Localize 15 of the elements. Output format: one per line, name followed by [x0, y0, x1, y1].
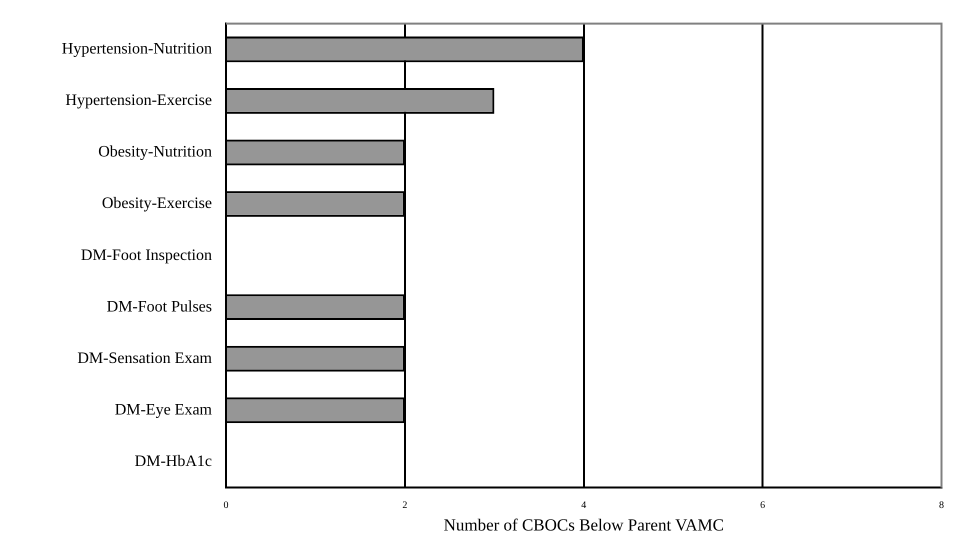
x-tick-label: 0	[224, 500, 228, 512]
y-tick-label: Obesity-Exercise	[102, 195, 212, 212]
y-tick-label: Obesity-Nutrition	[98, 144, 212, 161]
y-tick-label: DM-Eye Exam	[114, 401, 213, 418]
y-tick-label: DM-Foot Inspection	[80, 246, 212, 264]
y-tick-label: DM-Foot Pulses	[106, 298, 212, 316]
x-tick-label: 2	[402, 500, 408, 512]
y-tick-label: DM-HbA1c	[134, 453, 212, 470]
x-tick-label: 8	[939, 500, 944, 512]
y-tick-label: Hypertension-Exercise	[65, 92, 212, 110]
y-tick-label: Hypertension-Nutrition	[62, 40, 212, 58]
y-tick-label: DM-Sensation Exam	[77, 350, 213, 367]
x-tick-label: 6	[760, 500, 766, 512]
x-tick-label: 4	[581, 500, 586, 512]
x-axis-title: Number of CBOCs Below Parent VAMC	[444, 515, 724, 534]
